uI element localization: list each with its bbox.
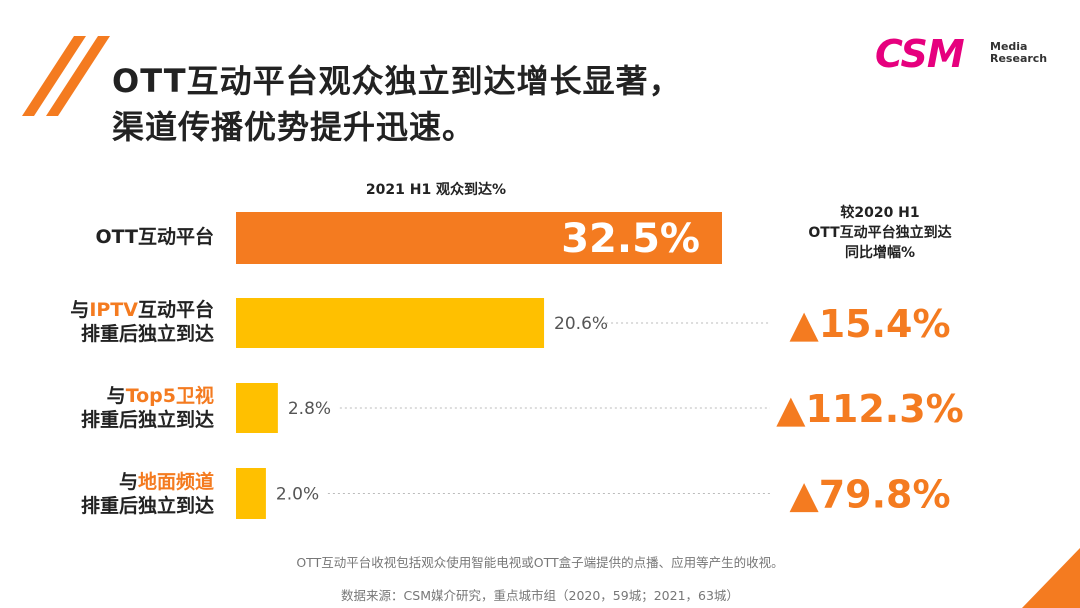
growth-value: ▲112.3%: [776, 387, 964, 431]
corner-decoration: [1022, 548, 1080, 608]
logo-sub-media: Media: [990, 40, 1028, 53]
growth-header-line1: 较2020 H1: [840, 205, 920, 221]
slash-decoration: [22, 36, 110, 116]
bar-value-label: 2.8%: [288, 399, 331, 419]
category-label: 与地面频道 排重后独立到达: [80, 471, 214, 517]
category-label: 与Top5卫视 排重后独立到达: [80, 385, 214, 431]
footnote-source: 数据来源：CSM媒介研究，重点城市组（2020，59城；2021，63城）: [341, 588, 739, 603]
bar: [236, 383, 278, 433]
logo-sub-research: Research: [990, 52, 1048, 65]
bar-value-label: 2.0%: [276, 485, 319, 505]
page-title-line1: OTT互动平台观众独立到达增长显著，: [112, 62, 682, 100]
growth-header: 较2020 H1 OTT互动平台独立到达 同比增幅%: [760, 203, 1000, 263]
bar-value-label: 20.6%: [554, 314, 608, 334]
csm-logo: CSM Media Research: [875, 32, 1048, 76]
growth-value: ▲15.4%: [789, 302, 950, 346]
growth-header-line2: OTT互动平台独立到达: [808, 225, 952, 241]
bar: [236, 298, 545, 348]
page-title-line2: 渠道传播优势提升迅速。: [112, 108, 476, 146]
bar: [236, 212, 722, 264]
category-label: 与IPTV互动平台 排重后独立到达: [70, 299, 214, 345]
bar: [236, 468, 266, 519]
growth-value: ▲79.8%: [789, 473, 950, 517]
chart-title: 2021 H1 观众到达%: [365, 182, 507, 198]
bar-value-label: 32.5%: [561, 216, 700, 262]
growth-header-line3: 同比增幅%: [844, 245, 916, 261]
category-label: OTT互动平台: [95, 226, 214, 248]
logo-main-text: CSM: [875, 32, 965, 76]
footnote-definition: OTT互动平台收视包括观众使用智能电视或OTT盒子端提供的点播、应用等产生的收视…: [296, 555, 784, 570]
